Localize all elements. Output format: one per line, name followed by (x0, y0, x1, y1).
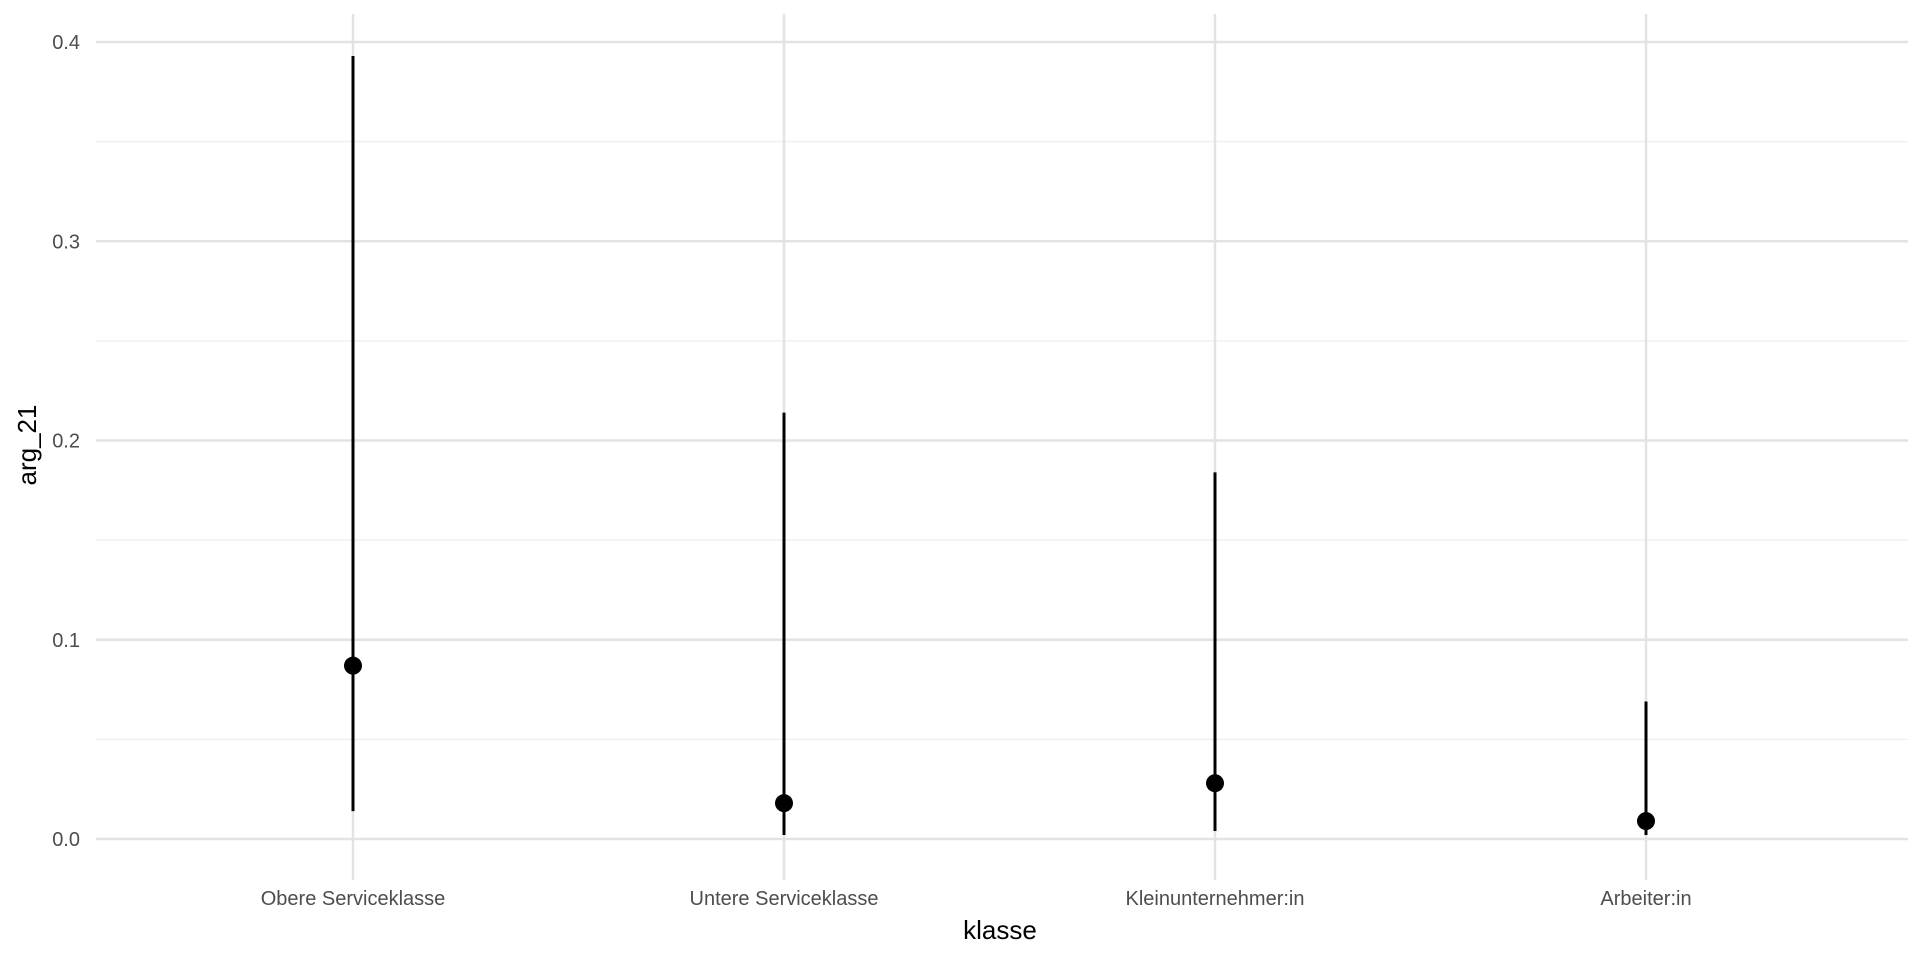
y-tick-label: 0.1 (52, 630, 80, 652)
x-tick-label: Untere Serviceklasse (690, 888, 879, 910)
x-tick-label: Arbeiter:in (1600, 888, 1691, 910)
y-tick-label: 0.2 (52, 431, 80, 453)
grid-lines (96, 14, 1908, 880)
x-axis-ticks: Obere Serviceklasse Untere Serviceklasse K… (261, 888, 1692, 910)
point-ranges (344, 55, 1655, 836)
estimate-point (344, 656, 362, 675)
y-axis-ticks: 0.0 0.1 0.2 0.3 0.4 (52, 32, 80, 851)
x-tick-label: Kleinunternehmer:in (1126, 888, 1305, 910)
y-tick-label: 0.0 (52, 829, 80, 851)
x-axis-title: klasse (963, 915, 1037, 945)
y-tick-label: 0.4 (52, 32, 80, 54)
x-tick-label: Obere Serviceklasse (261, 888, 446, 910)
estimate-point (1637, 812, 1655, 831)
estimate-point (775, 794, 793, 813)
estimate-point (1206, 774, 1224, 793)
y-axis-title: arg_21 (12, 405, 42, 486)
y-tick-label: 0.3 (52, 231, 80, 253)
